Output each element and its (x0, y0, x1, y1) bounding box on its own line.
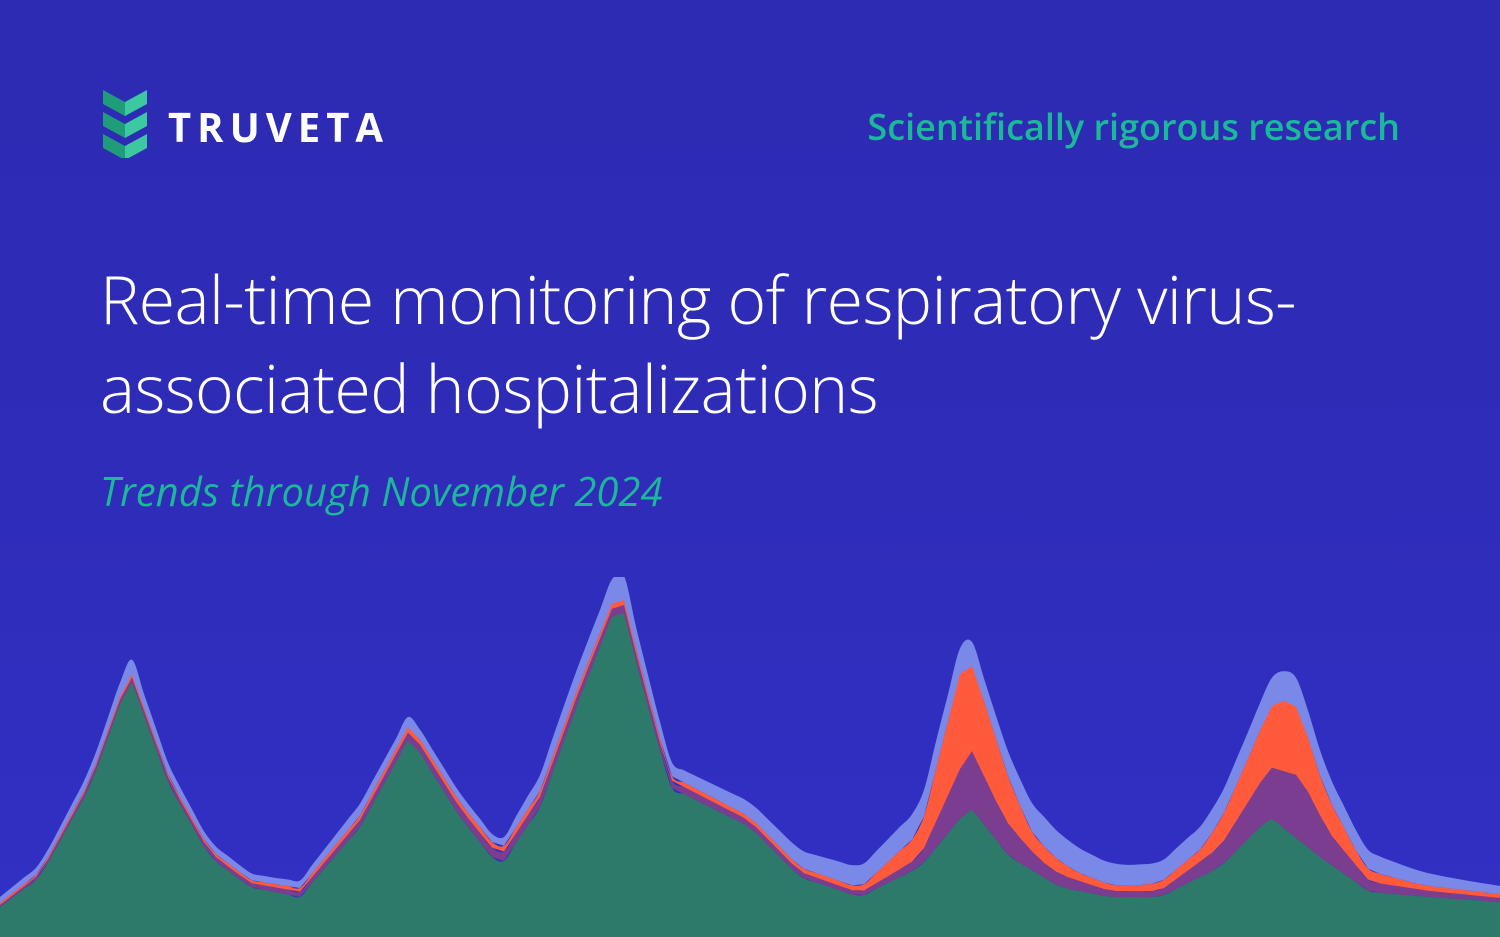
subtitle: Trends through November 2024 (100, 463, 1400, 518)
logo-mark-icon (100, 90, 150, 163)
brand-logo: TRUVETA (100, 90, 389, 163)
stacked-area-chart (0, 577, 1500, 937)
headline: Real-time monitoring of respiratory viru… (100, 255, 1400, 433)
header-row: TRUVETA Scientifically rigorous research (100, 90, 1400, 163)
content-block: Real-time monitoring of respiratory viru… (100, 255, 1400, 518)
tagline: Scientifically rigorous research (867, 102, 1400, 151)
brand-name: TRUVETA (168, 99, 389, 154)
